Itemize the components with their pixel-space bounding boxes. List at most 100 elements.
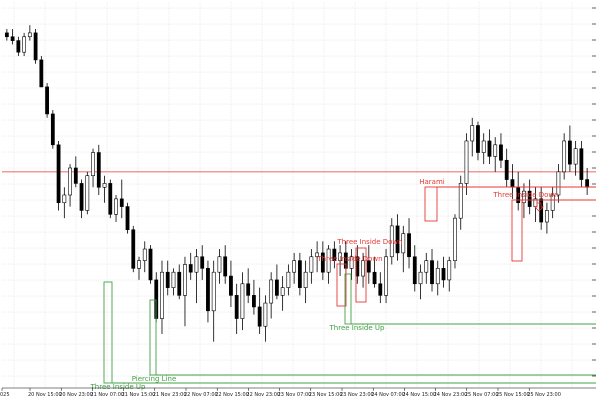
- candle-body-bearish: [297, 260, 302, 288]
- candle: [573, 140, 578, 176]
- candle: [217, 249, 222, 284]
- candle: [361, 252, 365, 288]
- candle: [297, 252, 302, 296]
- candle: [303, 260, 308, 304]
- candle-body-bearish: [79, 183, 84, 211]
- candle: [73, 156, 78, 188]
- x-tick-label: 20 Nov 15:00: [28, 392, 62, 398]
- candle: [119, 179, 124, 219]
- pattern-box: [103, 281, 113, 384]
- candle-body-bearish: [332, 248, 337, 261]
- pattern-marker: Three Inside Down: [336, 238, 403, 303]
- candle-body-bearish: [567, 140, 572, 165]
- candle: [384, 249, 388, 304]
- candle: [280, 276, 285, 311]
- candle: [33, 29, 38, 64]
- candle-body-bearish: [73, 167, 78, 184]
- candle: [338, 245, 342, 277]
- candle-body-bullish: [545, 210, 549, 223]
- candle-body-bearish: [229, 275, 233, 296]
- x-tick-label: 25 Nov 15:00: [496, 392, 530, 398]
- candle-body-bearish: [56, 144, 61, 204]
- candle: [177, 264, 182, 300]
- candle: [96, 144, 101, 195]
- candle-body-bullish: [309, 256, 314, 273]
- candle: [286, 264, 291, 296]
- candle: [50, 110, 55, 149]
- pattern-box: [344, 273, 352, 325]
- candle: [45, 83, 49, 118]
- candle: [206, 260, 210, 323]
- candle: [550, 187, 555, 219]
- candle: [131, 225, 136, 273]
- candle-body-bullish: [286, 271, 291, 288]
- candle: [56, 140, 61, 211]
- candle-body-bullish: [194, 256, 199, 273]
- candle-body-bullish: [171, 271, 176, 288]
- candle-body-bullish: [562, 140, 567, 173]
- candle-body-bullish: [338, 252, 342, 261]
- candle-body-bullish: [269, 279, 274, 304]
- x-tick-label: 24 Nov 15:00: [402, 392, 436, 398]
- candle: [39, 56, 44, 88]
- pattern-box: [149, 299, 157, 376]
- candle-body-bearish: [487, 140, 492, 157]
- candle-body-bearish: [10, 36, 15, 41]
- candle-body-bearish: [430, 260, 434, 285]
- candle: [160, 260, 164, 334]
- pattern-label: Three Inside Down: [336, 238, 402, 246]
- candle-body-bullish: [217, 256, 222, 273]
- candle: [269, 272, 274, 319]
- candle-body-bearish: [476, 125, 480, 153]
- candle: [200, 245, 205, 280]
- candle: [62, 187, 67, 219]
- candle: [137, 256, 141, 280]
- pattern-box: [336, 263, 347, 307]
- candle: [447, 256, 452, 292]
- candle-body-bullish: [27, 32, 32, 38]
- pattern-markers: Harami Three Inside Down Three Inside Down…: [90, 178, 596, 391]
- candle-body-bullish: [573, 148, 578, 165]
- candle-body-bullish: [280, 287, 285, 296]
- x-tick-label: 21 Nov 07:00: [90, 392, 124, 398]
- candle-body-bearish: [412, 256, 417, 285]
- pattern-marker: Three Inside Down: [316, 255, 383, 307]
- candle: [435, 260, 440, 296]
- candle: [504, 148, 509, 188]
- pattern-box: [355, 247, 367, 303]
- candle-body-bullish: [137, 260, 141, 269]
- candle: [579, 140, 584, 188]
- candle-body-bearish: [108, 183, 113, 215]
- candle-body-bearish: [441, 268, 446, 281]
- x-tick-label: 025: [0, 392, 10, 398]
- candle-body-bearish: [148, 248, 153, 281]
- candle: [85, 171, 90, 215]
- candle-body-bullish: [481, 140, 486, 153]
- candle-body-bearish: [527, 190, 532, 207]
- candle-body-bullish: [240, 283, 245, 319]
- candle: [252, 279, 256, 315]
- candle: [240, 272, 245, 331]
- candle: [148, 245, 153, 284]
- candle: [16, 36, 21, 57]
- candle: [234, 283, 239, 334]
- candle: [424, 252, 429, 284]
- candle: [527, 179, 532, 215]
- candle-body-bullish: [401, 233, 406, 254]
- candle-body-bearish: [585, 179, 590, 188]
- candle-body-bullish: [211, 271, 216, 312]
- pattern-marker: Three Inside Up: [329, 273, 596, 332]
- candle: [108, 179, 113, 219]
- candle: [441, 256, 446, 288]
- candle: [211, 260, 216, 342]
- candle-body-bearish: [33, 32, 38, 61]
- candle-body-bearish: [177, 271, 182, 296]
- pattern-marker: Harami: [419, 178, 596, 222]
- candle-body-bullish: [326, 248, 331, 273]
- candle-body-bearish: [372, 271, 377, 285]
- candle-body-bearish: [395, 225, 400, 254]
- candle: [165, 260, 170, 296]
- candle: [274, 264, 279, 300]
